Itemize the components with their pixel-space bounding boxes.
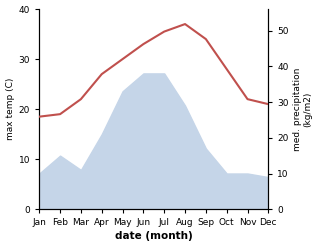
X-axis label: date (month): date (month) bbox=[115, 231, 193, 242]
Y-axis label: med. precipitation
(kg/m2): med. precipitation (kg/m2) bbox=[293, 67, 313, 151]
Y-axis label: max temp (C): max temp (C) bbox=[5, 78, 15, 140]
